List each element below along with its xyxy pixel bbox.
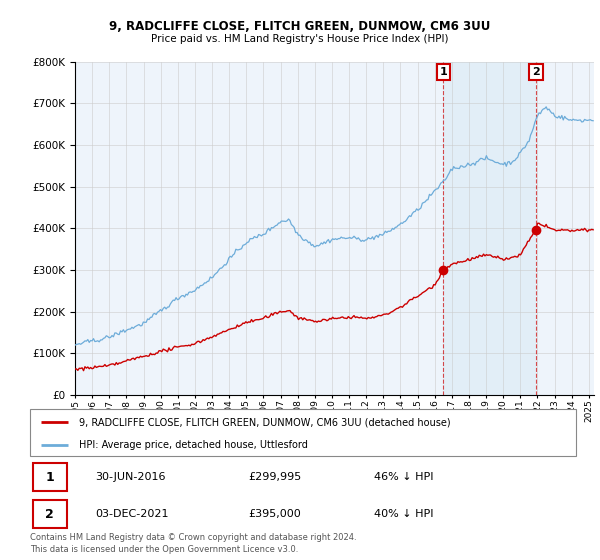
Text: 2: 2 [532,67,540,77]
Text: 2: 2 [45,507,54,521]
Text: Contains HM Land Registry data © Crown copyright and database right 2024.: Contains HM Land Registry data © Crown c… [30,533,356,542]
Text: 9, RADCLIFFE CLOSE, FLITCH GREEN, DUNMOW, CM6 3UU: 9, RADCLIFFE CLOSE, FLITCH GREEN, DUNMOW… [109,20,491,32]
Text: 46% ↓ HPI: 46% ↓ HPI [374,472,433,482]
Text: 1: 1 [439,67,447,77]
FancyBboxPatch shape [33,464,67,491]
Text: 9, RADCLIFFE CLOSE, FLITCH GREEN, DUNMOW, CM6 3UU (detached house): 9, RADCLIFFE CLOSE, FLITCH GREEN, DUNMOW… [79,417,451,427]
Text: £299,995: £299,995 [248,472,302,482]
FancyBboxPatch shape [33,501,67,528]
Bar [443,62,536,395]
Text: £395,000: £395,000 [248,509,301,519]
Text: 40% ↓ HPI: 40% ↓ HPI [374,509,433,519]
Text: 03-DEC-2021: 03-DEC-2021 [95,509,169,519]
Text: 1: 1 [45,470,54,484]
Text: 30-JUN-2016: 30-JUN-2016 [95,472,166,482]
Text: HPI: Average price, detached house, Uttlesford: HPI: Average price, detached house, Uttl… [79,440,308,450]
FancyBboxPatch shape [30,409,576,456]
Text: This data is licensed under the Open Government Licence v3.0.: This data is licensed under the Open Gov… [30,545,298,554]
Text: Price paid vs. HM Land Registry's House Price Index (HPI): Price paid vs. HM Land Registry's House … [151,34,449,44]
